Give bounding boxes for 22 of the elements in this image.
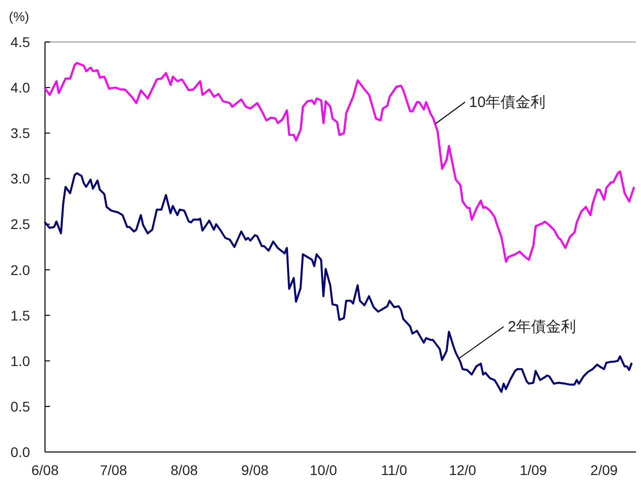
- x-tick-label: 6/08: [31, 462, 59, 478]
- y-tick-label: 0.5: [10, 398, 30, 414]
- x-tick-label: 7/08: [100, 462, 128, 478]
- x-tick-label: 10/0: [310, 462, 338, 478]
- x-tick-label: 9/08: [241, 462, 269, 478]
- y-tick-label: 1.5: [10, 307, 30, 324]
- y-tick-label: 4.0: [10, 80, 30, 96]
- y-axis-title: (%): [8, 9, 30, 24]
- x-tick-label: 2/09: [590, 462, 618, 478]
- y-tick-label: 2.0: [10, 262, 30, 278]
- line-series: [44, 62, 635, 263]
- y-tick-label: 0.0: [10, 444, 30, 460]
- x-tick-label: 1/09: [520, 462, 548, 478]
- y-tick-label: 3.0: [10, 170, 30, 187]
- y-tick-label: 4.5: [10, 34, 30, 50]
- x-tick-label: 12/0: [448, 462, 476, 478]
- y-tick-label: 2.5: [10, 216, 30, 232]
- x-tick-label: 11/0: [381, 462, 408, 478]
- x-tick-label: 8/08: [170, 462, 198, 478]
- y-tick-label: 3.5: [10, 125, 30, 142]
- line-series: [44, 172, 632, 393]
- y-tick-label: 1.0: [10, 352, 30, 369]
